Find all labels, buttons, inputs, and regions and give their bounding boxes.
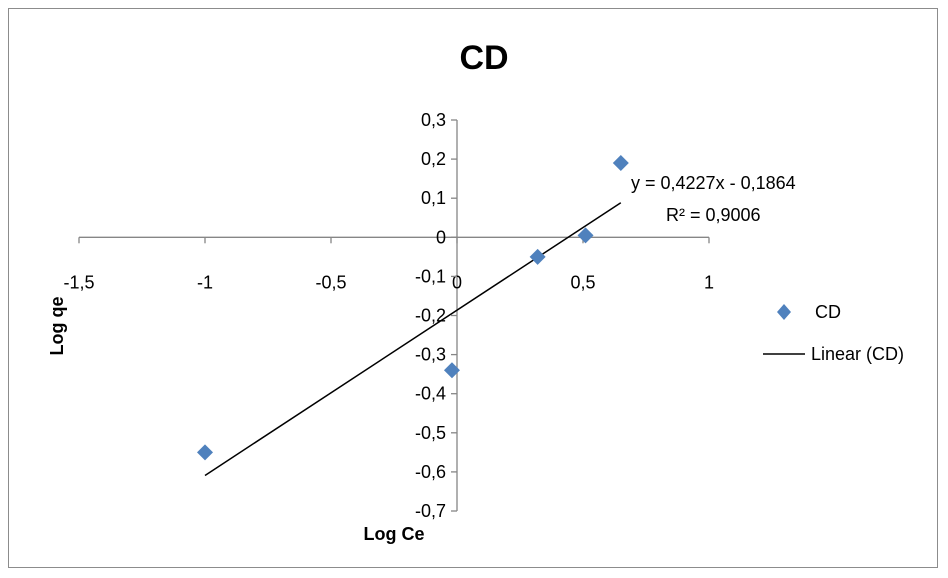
y-tick-label: -0,7: [415, 501, 446, 521]
x-axis-title: Log Ce: [364, 524, 425, 544]
y-axis-title: Log qe: [47, 297, 67, 356]
data-points: [197, 155, 629, 461]
y-tick-label: -0,5: [415, 423, 446, 443]
data-point: [443, 362, 460, 379]
data-point: [529, 248, 546, 265]
trendline-r-squared: R² = 0,9006: [666, 205, 761, 225]
x-tick-label: -0,5: [315, 272, 346, 292]
axes: -1,5 -1 -0,5 0 0,5 1 0,3 0,2 0,1 0 -0,1 -0,2 -0,3 -0,…: [63, 110, 714, 521]
x-tick-label: 0: [452, 272, 462, 292]
x-tick-label: -1: [197, 272, 213, 292]
trendline-group: [204, 202, 622, 477]
legend: CD Linear (CD): [763, 302, 904, 364]
y-tick-label: 0,2: [421, 149, 446, 169]
x-tick-label: -1,5: [63, 272, 94, 292]
y-tick-label: 0,3: [421, 110, 446, 130]
chart-title: CD: [459, 39, 508, 77]
legend-label-cd: CD: [815, 302, 841, 322]
x-tick-label: 1: [704, 272, 714, 292]
data-point: [197, 444, 213, 461]
y-tick-label: -0,6: [415, 462, 446, 482]
legend-marker-cd: [777, 304, 791, 320]
y-tick-label: -0,1: [415, 266, 446, 286]
trendline-equation: y = 0,4227x - 0,1864: [631, 173, 796, 193]
data-point: [577, 227, 594, 244]
y-tick-label: 0: [436, 227, 446, 247]
y-tick-label: -0,2: [415, 306, 446, 326]
y-tick-label: -0,4: [415, 384, 446, 404]
x-tick-label: 0,5: [570, 272, 595, 292]
trendline: [204, 202, 622, 477]
y-tick-label: -0,3: [415, 345, 446, 365]
y-tick-label: 0,1: [421, 188, 446, 208]
data-point: [612, 155, 629, 172]
legend-label-trendline: Linear (CD): [811, 344, 904, 364]
chart-area: [8, 8, 938, 568]
